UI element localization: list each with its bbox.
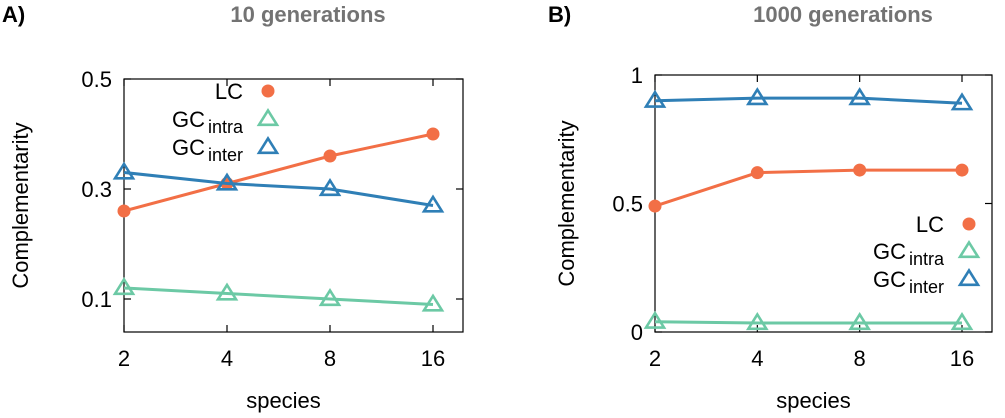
data-point-intra [745, 312, 769, 331]
legend-marker [957, 267, 981, 287]
x-tick-label: 8 [324, 346, 336, 371]
data-point-lc [648, 199, 662, 213]
y-axis-label: Complementarity [8, 122, 33, 288]
y-tick-label: 0 [631, 320, 643, 345]
data-point-lc [426, 127, 440, 141]
data-point-inter [745, 87, 769, 106]
panel-b-title: 1000 generations [753, 2, 933, 27]
data-point-intra [421, 293, 445, 312]
data-point-lc [853, 163, 867, 177]
legend-label: GC inter [873, 267, 944, 297]
legend-label: GC intra [172, 107, 244, 137]
data-point-inter [643, 89, 667, 108]
y-tick-label: 0.3 [81, 177, 112, 202]
data-point-lc [117, 204, 131, 218]
x-axis-label: species [776, 388, 851, 413]
data-point-intra [643, 310, 667, 329]
y-tick-label: 0.1 [81, 287, 112, 312]
chart-panel-a: 0.1 0.3 0.5 2 4 8 16 species Complementarity LC GC… [8, 67, 464, 413]
x-tick-label: 8 [854, 346, 866, 371]
series-line-lc [123, 132, 434, 213]
legend-label: LC [916, 212, 944, 237]
series-line-inter [123, 171, 434, 207]
panel-b-letter: B) [548, 2, 571, 27]
legend-marker [962, 217, 976, 231]
data-point-inter [318, 177, 342, 197]
data-point-inter [848, 87, 872, 106]
panel-a-title: 10 generations [230, 2, 385, 27]
x-axis-label: species [246, 388, 321, 413]
data-point-intra [950, 312, 974, 331]
data-point-lc [955, 163, 969, 177]
series-line-inter [654, 96, 963, 105]
x-tick-label: 16 [950, 346, 974, 371]
data-point-lc [750, 166, 764, 180]
x-tick-label: 2 [118, 346, 130, 371]
data-point-inter [950, 92, 974, 111]
data-point-intra [848, 312, 872, 331]
legend-label: GC intra [873, 239, 945, 269]
x-tick-label: 2 [649, 346, 661, 371]
x-tick-label: 4 [221, 346, 233, 371]
y-tick-label: 1 [631, 63, 643, 88]
panel-a-letter: A) [2, 2, 25, 27]
y-tick-label: 0.5 [612, 192, 643, 217]
legend-label: LC [215, 79, 243, 104]
data-point-intra [112, 276, 136, 296]
y-axis-label: Complementarity [554, 120, 579, 286]
x-tick-label: 16 [421, 346, 445, 371]
data-point-inter [215, 172, 239, 191]
data-point-intra [318, 287, 342, 307]
legend-marker [261, 84, 275, 98]
series-line-intra [123, 286, 434, 306]
data-point-lc [323, 149, 337, 163]
legend-marker [256, 107, 280, 127]
legend-marker [256, 135, 280, 155]
data-point-intra [215, 282, 239, 301]
y-tick-label: 0.5 [81, 67, 112, 92]
data-point-inter [421, 194, 445, 213]
series-line-intra [654, 320, 962, 325]
x-tick-label: 4 [751, 346, 763, 371]
series-line-lc [654, 168, 962, 208]
data-point-inter [112, 161, 136, 180]
legend-label: GC inter [172, 135, 243, 165]
legend-marker [957, 239, 981, 259]
